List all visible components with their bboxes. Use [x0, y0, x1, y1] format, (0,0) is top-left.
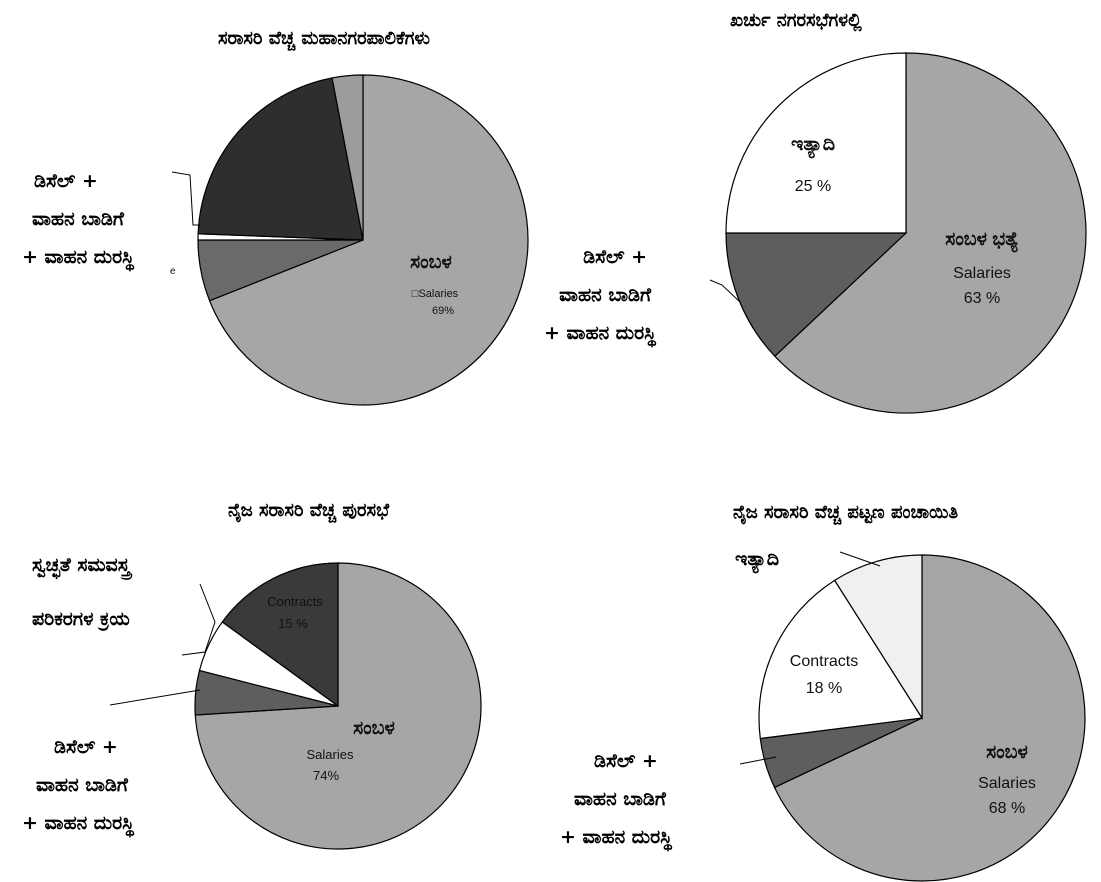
chart-2-leader-line	[709, 279, 741, 303]
chart-3-leader-line-top	[181, 583, 216, 656]
chart-3-title: ನೈಜ ಸರಾಸರಿ ವೆಚ್ಚ ಪುರಸಭೆ	[228, 500, 390, 521]
chart-1-slice-1	[208, 74, 529, 406]
chart-2-side-label: ಡಿಸೆಲ್ + ವಾಹನ ಬಾಡಿಗೆ + ವಾಹನ ದುರಸ್ಥಿ	[544, 246, 657, 344]
chart-4-leader-line-top	[839, 551, 881, 567]
chart-2-slice-1	[773, 52, 1087, 414]
chart-4-slice-3-value_text: 18 %	[806, 680, 842, 697]
chart-3-side-label: ಡಿಸೆಲ್ + ವಾಹನ ಬಾಡಿಗೆ + ವಾಹನ ದುರಸ್ಥಿ	[22, 736, 135, 834]
chart-3-leader-line	[109, 689, 201, 706]
chart-4-leader-line	[739, 756, 777, 765]
chart-3-slice-4-value_text: 15 %	[278, 616, 308, 631]
chart-1-slice-4	[197, 77, 364, 241]
chart-1-slice-1-value_text: 69%	[432, 305, 454, 317]
chart-3-slice-4-label: Contracts	[267, 594, 323, 609]
chart-3-slice-1-value_text: 74%	[313, 768, 339, 783]
chart-3-slice-4	[221, 562, 339, 708]
chart-2-slice-1-value_text: 63 %	[964, 290, 1000, 307]
chart-3-side-label-top: ಸ್ವಚ್ಛತೆ ಸಮವಸ್ತ್ರ ಪರಿಕರಗಳ ಕ್ರಯ	[32, 554, 131, 630]
chart-1-slice-5	[331, 74, 364, 241]
chart-2-slice-1-sublabel: Salaries	[953, 265, 1011, 282]
chart-4-slice-3	[758, 579, 924, 740]
chart-4-title: ನೈಜ ಸರಾಸರಿ ವೆಚ್ಚ ಪಟ್ಟಣ ಪಂಚಾಯಿತಿ	[733, 502, 958, 523]
chart-3-slice-1-sublabel: Salaries	[307, 747, 354, 762]
chart-4-slice-1	[773, 554, 1086, 882]
chart-4-slice-3-label: Contracts	[790, 653, 858, 670]
chart-3-slice-1-label: ಸಂಬಳ	[353, 718, 395, 739]
chart-4-side-label: ಡಿಸೆಲ್ + ವಾಹನ ಬಾಡಿಗೆ + ವಾಹನ ದುರಸ್ಥಿ	[560, 750, 673, 848]
chart-2-slice-1-label: ಸಂಬಳ ಭತ್ಯೆ	[945, 229, 1018, 254]
chart-1-slice-1-label: ಸಂಬಳ	[410, 252, 452, 273]
chart-1-title: ಸರಾಸರಿ ವೆಚ್ಚ ಮಹಾನಗರಪಾಲಿಕೆಗಳು	[218, 28, 431, 49]
chart-1-slice-1-sublabel: □Salaries	[412, 288, 459, 300]
chart-2-slice-3	[725, 52, 907, 234]
chart-4-side-label-top: ಇತ್ಯಾದಿ	[735, 548, 780, 570]
chart-1-fragment-label: e	[170, 266, 176, 277]
chart-4-slice-1-value_text: 68 %	[989, 800, 1025, 817]
chart-1-leader-line	[171, 171, 200, 226]
chart-4-slice-1-sublabel: Salaries	[978, 775, 1036, 792]
chart-4-slice-4	[833, 554, 923, 721]
chart-2-slice-3-value_text: 25 %	[795, 178, 831, 195]
chart-2-slice-2	[725, 232, 908, 358]
chart-2-title: ಖರ್ಚು ನಗರಸಭೆಗಳಲ್ಲಿ	[730, 10, 862, 31]
chart-1-side-label: ಡಿಸೆಲ್ + ವಾಹನ ಬಾಡಿಗೆ + ವಾಹನ ದುರಸ್ಥಿ	[22, 170, 135, 268]
chart-4-slice-1-label: ಸಂಬಳ	[986, 742, 1028, 763]
